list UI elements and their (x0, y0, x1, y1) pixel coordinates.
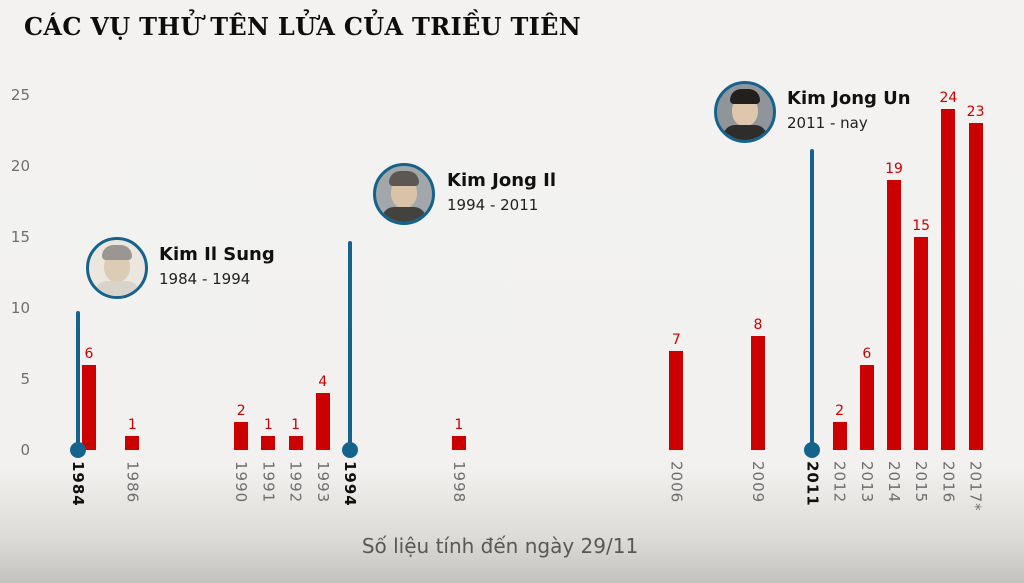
y-axis-tick-label: 10 (10, 299, 30, 317)
bar-1998 (451, 435, 466, 450)
y-axis-tick-label: 25 (10, 86, 30, 104)
y-axis-tick-label: 5 (20, 370, 30, 388)
bar-1984 (82, 364, 96, 450)
y-axis-tick-label: 20 (10, 157, 30, 175)
portrait-torso (723, 125, 767, 140)
x-axis-label: 2006 (667, 461, 686, 504)
bar-1993 (315, 393, 330, 450)
bar-2015 (914, 237, 929, 450)
x-axis-label: 2012 (830, 461, 849, 504)
x-axis-label: 2016 (939, 461, 958, 504)
bar-value-label: 6 (862, 345, 872, 362)
x-axis-label: 2009 (749, 461, 767, 504)
bar-value-label: 6 (84, 345, 94, 362)
bar-value-label: 24 (939, 90, 958, 107)
bar-value-label: 1 (291, 416, 301, 433)
x-axis-label: 2011 (803, 461, 822, 507)
leader-name: Kim Jong Il (447, 170, 557, 191)
x-axis-label: 1992 (286, 461, 305, 504)
bar-value-label: 8 (753, 317, 763, 334)
bar-value-label: 7 (671, 331, 681, 348)
bar-value-label: 1 (127, 416, 137, 433)
bar-2012 (832, 421, 847, 450)
y-axis-tick-label: 15 (10, 228, 30, 246)
x-axis-label: 1990 (232, 461, 251, 504)
x-axis-label: 2017* (966, 461, 985, 512)
bar-1992 (288, 435, 303, 450)
bar-1991 (261, 435, 276, 450)
leader-start-dot (70, 442, 86, 458)
leader-portrait (714, 81, 776, 143)
footnote: Số liệu tính đến ngày 29/11 (361, 534, 639, 558)
bar-value-label: 1 (263, 416, 273, 433)
leader-portrait (86, 237, 148, 299)
leader-start-dot (804, 442, 821, 458)
x-axis-label: 2015 (912, 461, 931, 504)
bar-value-label: 1 (454, 416, 464, 433)
bar-2016 (941, 109, 956, 450)
bar-value-label: 23 (966, 104, 985, 121)
leader-start-dot (342, 442, 358, 458)
bar-value-label: 15 (912, 218, 931, 234)
bar-value-label: 19 (885, 161, 903, 178)
x-axis-label: 1994 (341, 461, 359, 507)
portrait-torso (382, 207, 426, 222)
bar-2014 (887, 180, 901, 450)
x-axis-label: 2014 (885, 461, 903, 504)
bar-value-label: 4 (318, 374, 328, 391)
leader-label: Kim Jong Il 1994 - 2011 (447, 170, 556, 214)
x-axis-label: 2013 (857, 461, 876, 504)
x-axis-label: 1991 (259, 461, 278, 504)
bar-2009 (751, 336, 765, 450)
portrait-hair (730, 89, 760, 104)
leader-timeline-line (76, 310, 80, 450)
chart-title: CÁC VỤ THỬ TÊN LỬA CỦA TRIỀU TIÊN (24, 12, 581, 41)
leader-name: Kim Jong Un (787, 88, 911, 109)
x-axis-label: 1998 (449, 461, 468, 504)
leader-name: Kim Il Sung (159, 244, 275, 265)
leader-timeline-line (348, 241, 352, 450)
bar-1986 (125, 435, 140, 450)
portrait-hair (389, 171, 419, 186)
portrait-torso (95, 281, 139, 296)
x-axis-label: 1986 (123, 461, 142, 504)
bar-value-label: 2 (236, 402, 246, 419)
bar-2006 (669, 350, 684, 450)
bar-1990 (234, 421, 249, 450)
x-axis-label: 1993 (313, 461, 332, 504)
leader-period: 1994 - 2011 (447, 196, 539, 214)
leader-period: 2011 - nay (787, 114, 868, 132)
leader-timeline-line (810, 148, 815, 450)
leader-label: Kim Jong Un 2011 - nay (787, 88, 911, 132)
leader-portrait (373, 163, 435, 225)
y-axis-tick-label: 0 (20, 441, 30, 459)
leader-label: Kim Il Sung 1984 - 1994 (159, 244, 275, 288)
bar-2017* (968, 123, 983, 450)
leader-period: 1984 - 1994 (159, 270, 251, 288)
portrait-hair (102, 245, 132, 260)
bar-2013 (859, 364, 874, 450)
x-axis-label: 1984 (69, 461, 87, 507)
bar-value-label: 2 (835, 402, 845, 419)
